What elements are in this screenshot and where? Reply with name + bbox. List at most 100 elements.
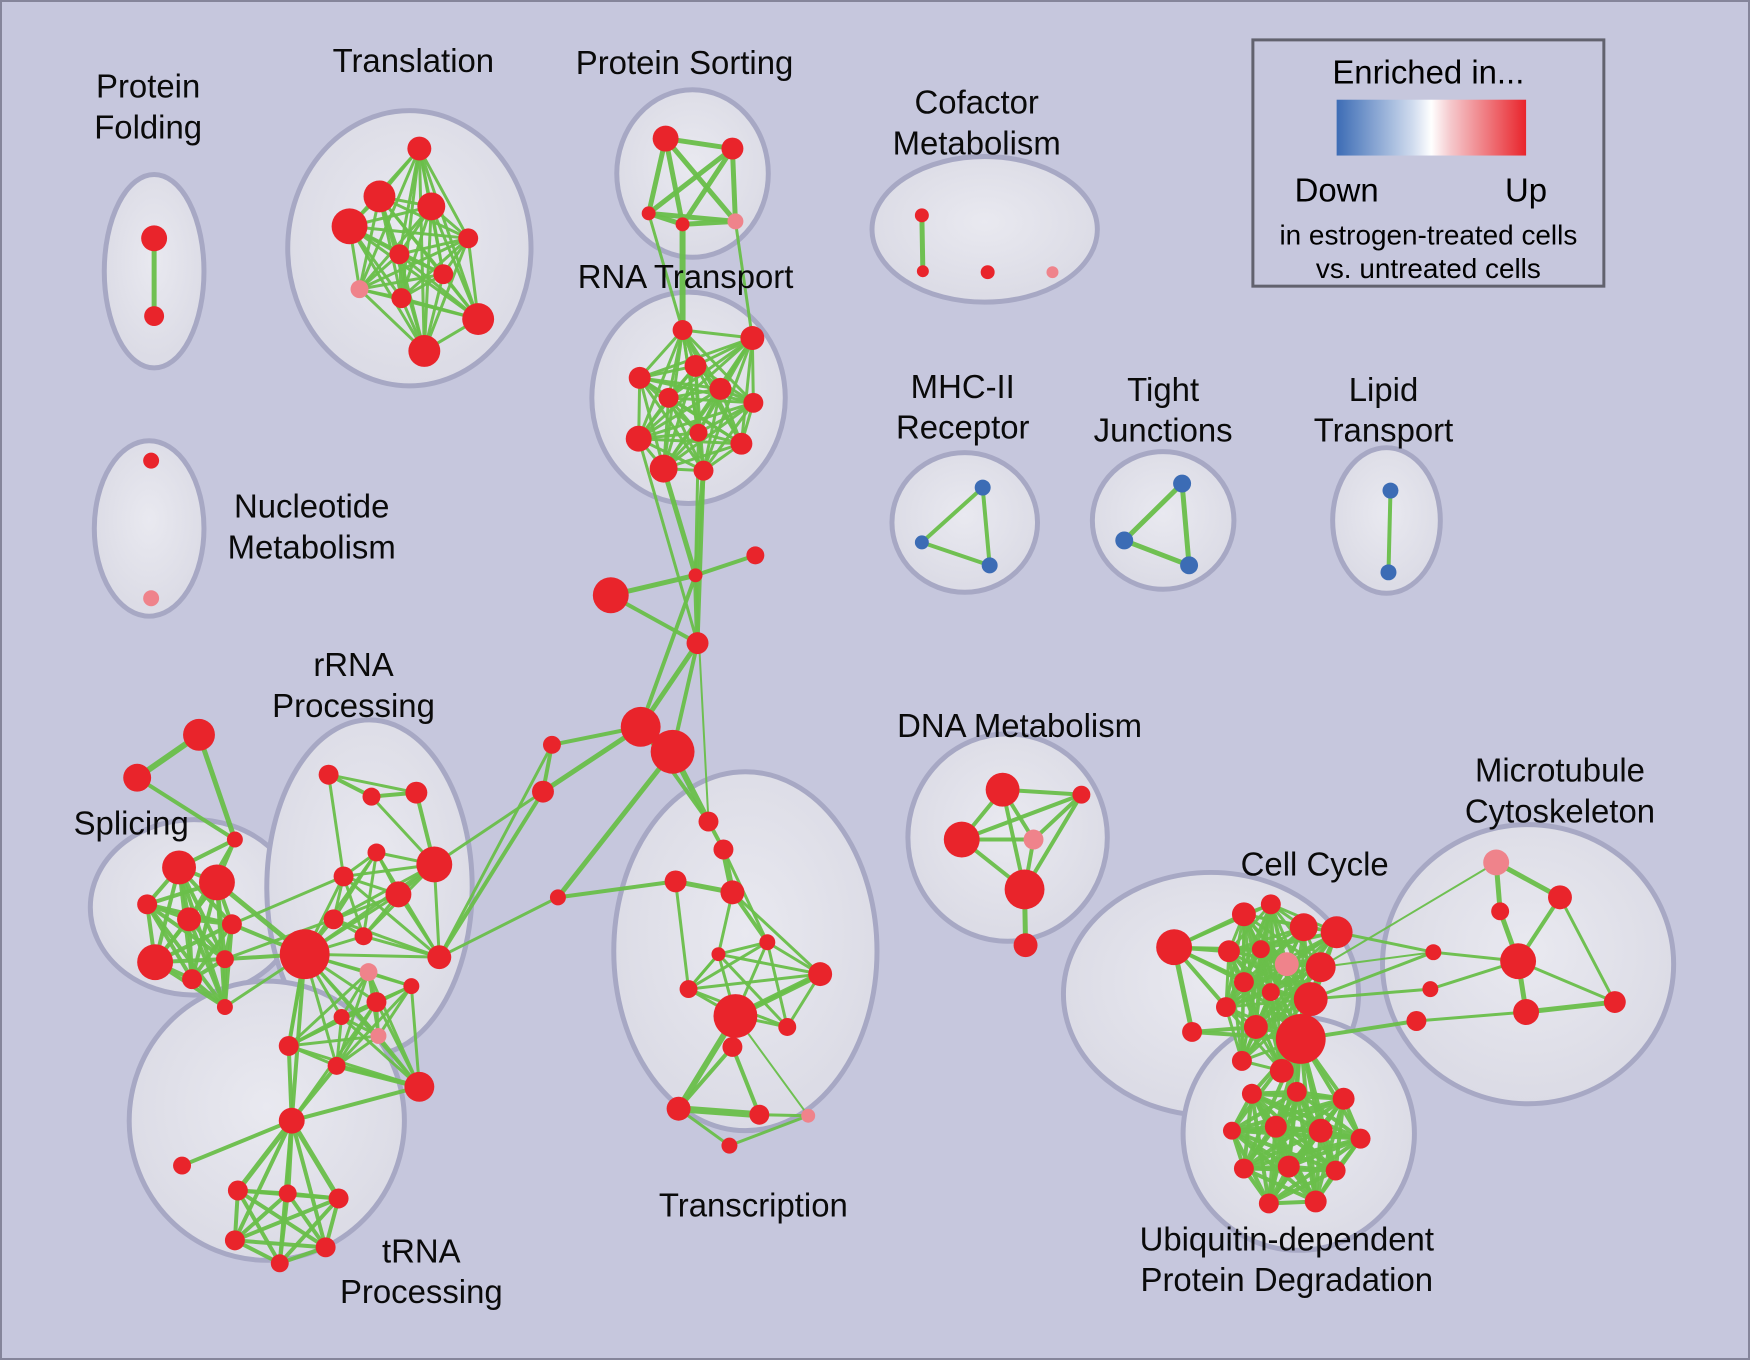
edge (729, 146, 738, 224)
gene-set-node-90 (224, 1230, 245, 1251)
edge (287, 970, 370, 1048)
edge (135, 775, 237, 842)
cluster-mhc-ii-receptor-label: MHC-II (911, 368, 1015, 405)
edge (397, 236, 470, 256)
edge (1286, 1136, 1363, 1169)
cluster-cell-cycle-label: Cell Cycle (1241, 845, 1389, 882)
cluster-rna-transport-label: RNA Transport (578, 258, 794, 295)
gene-set-node-115 (1231, 902, 1256, 927)
edge (765, 940, 789, 1029)
gene-set-node-124 (1261, 983, 1280, 1002)
edge (230, 874, 346, 926)
cluster-mhc-ii-receptor-region (889, 450, 1041, 595)
gene-set-node-68 (405, 781, 428, 804)
gene-set-node-16 (675, 217, 690, 232)
edge (332, 862, 436, 921)
gene-set-node-113 (1156, 929, 1193, 966)
gene-set-node-21 (684, 354, 707, 377)
edge (637, 437, 700, 645)
gene-set-node-146 (1350, 1128, 1371, 1149)
gene-set-node-100 (914, 535, 929, 550)
edge (1031, 792, 1084, 842)
edge (335, 984, 413, 1068)
gene-set-node-133 (1491, 902, 1510, 921)
edge (287, 1015, 344, 1048)
gene-set-node-120 (1251, 940, 1270, 959)
gene-set-node-45 (808, 962, 833, 987)
gene-set-node-125 (1293, 982, 1328, 1017)
edge (716, 952, 822, 976)
cluster-dna-metabolism-label: DNA Metabolism (897, 707, 1142, 744)
edge (1523, 999, 1618, 1015)
gene-set-node-86 (173, 1156, 192, 1175)
edge (1229, 1089, 1299, 1133)
edge (287, 1034, 380, 1048)
edge (733, 219, 754, 340)
gene-set-node-24 (743, 392, 764, 413)
edge (342, 874, 441, 959)
gene-set-node-30 (592, 577, 629, 614)
edge (429, 204, 480, 321)
edge (235, 1188, 282, 1266)
edge (555, 879, 678, 900)
legend: Enriched in... Down Up in estrogen-treat… (1251, 38, 1606, 288)
gene-set-node-117 (1289, 913, 1318, 942)
edge (663, 136, 738, 224)
gene-set-node-83 (404, 1071, 435, 1102)
edge (287, 1044, 421, 1089)
edge (676, 1044, 735, 1111)
edge (721, 848, 769, 944)
legend-title: Enriched in... (1332, 54, 1524, 91)
gene-set-node-150 (1258, 1193, 1279, 1214)
edge (694, 574, 710, 823)
gene-set-node-106 (1380, 564, 1397, 581)
edge (739, 336, 754, 446)
gene-set-node-51 (749, 1104, 770, 1125)
edge (675, 1105, 763, 1119)
gene-set-node-147 (1233, 1158, 1254, 1179)
edge (1335, 930, 1435, 954)
gene-set-node-98 (1013, 933, 1038, 958)
edge (646, 146, 735, 216)
edge (1121, 537, 1192, 568)
gene-set-node-67 (362, 787, 381, 806)
gene-set-node-48 (778, 1018, 797, 1036)
cluster-lipid-transport-label: Transport (1314, 412, 1454, 449)
gene-set-node-58 (198, 864, 235, 901)
gene-set-node-139 (1603, 991, 1626, 1014)
gene-set-node-41 (664, 870, 687, 893)
gene-set-node-31 (688, 568, 703, 583)
edge (289, 1118, 328, 1250)
edge (638, 573, 698, 729)
edge (1179, 481, 1192, 568)
gene-set-node-75 (279, 929, 330, 980)
gene-set-node-84 (427, 945, 452, 970)
gene-set-node-63 (182, 969, 202, 990)
gene-set-node-62 (137, 944, 174, 981)
cluster-protein-folding-label: Protein (96, 68, 200, 105)
edge (232, 1118, 294, 1243)
gene-set-node-94 (943, 821, 980, 858)
edge (1414, 1010, 1528, 1023)
edge (335, 1000, 378, 1068)
gene-set-node-44 (759, 934, 776, 951)
edge (417, 147, 470, 240)
gene-set-node-65 (216, 999, 233, 1016)
edge (730, 890, 822, 976)
gene-set-node-64 (215, 950, 234, 969)
edge (1229, 1096, 1346, 1133)
cluster-transcription-label: Transcription (659, 1186, 848, 1223)
gene-set-node-91 (315, 1237, 336, 1258)
gene-set-node-149 (1325, 1160, 1346, 1181)
gene-set-node-102 (1173, 474, 1192, 493)
gene-set-node-55 (123, 763, 152, 792)
gene-set-node-19 (740, 326, 765, 350)
gene-set-node-25 (625, 425, 652, 452)
cluster-cofactor-metabolism-label: Cofactor (915, 84, 1039, 121)
gene-set-node-114 (1182, 1021, 1203, 1042)
gene-set-node-15 (641, 206, 656, 221)
edge (1121, 481, 1185, 543)
gene-set-node-66 (318, 764, 339, 785)
gene-set-node-35 (650, 729, 695, 774)
edge (680, 218, 738, 227)
